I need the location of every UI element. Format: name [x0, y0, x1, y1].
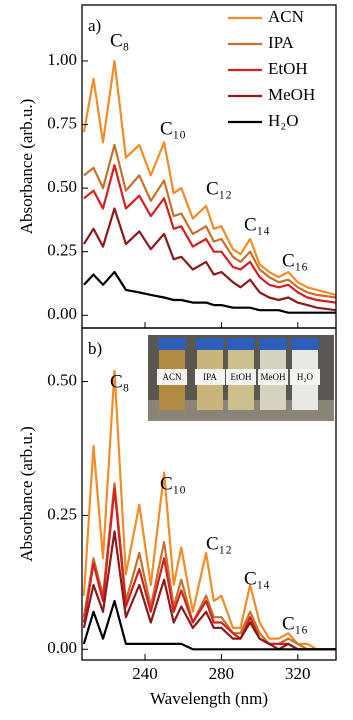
y-tick-label: 1.00 [47, 50, 77, 69]
legend-label: IPA [268, 33, 295, 52]
vial-label-bg [195, 369, 225, 385]
y-tick-label: 0.75 [47, 113, 77, 132]
y-tick-label: 0.50 [47, 177, 77, 196]
peak-annotation: C₁₀ [160, 473, 186, 494]
y-tick-label: 0.00 [47, 304, 77, 323]
vial-label: H₂O [297, 372, 314, 382]
x-axis-title: Wavelength (nm) [150, 689, 268, 708]
y-tick-label: 0.25 [47, 241, 77, 260]
series-line [82, 530, 336, 651]
peak-annotation: C₁₂ [206, 533, 232, 554]
legend-label: EtOH [268, 59, 308, 78]
y-tick-label: 0.25 [47, 504, 77, 523]
vial-label-bg [157, 369, 187, 385]
vial-label: MeOH [261, 372, 286, 382]
peak-annotation: C₁₆ [282, 613, 308, 634]
x-tick-label: 240 [132, 664, 158, 683]
peak-annotation: C₁₄ [244, 568, 270, 589]
peak-annotation: C₁₄ [244, 214, 270, 235]
y-tick-label: 0.50 [47, 370, 77, 389]
vial-label: IPA [203, 372, 217, 382]
peak-annotation: C₈ [110, 30, 129, 51]
series-line [83, 164, 336, 304]
y-axis-title: Absorbance (arb.u.) [17, 99, 36, 234]
legend-label: ACN [268, 7, 304, 26]
vial-label: EtOH [231, 372, 252, 382]
legend-label: MeOH [268, 85, 315, 104]
peak-annotation: C₁₂ [206, 178, 232, 199]
vial-label-bg [226, 369, 256, 385]
x-tick-label: 280 [209, 664, 235, 683]
legend-label: H₂O [268, 111, 298, 130]
series-line [82, 59, 336, 296]
photo-table [148, 400, 334, 421]
vial-label: ACN [162, 372, 182, 382]
peak-annotation: C₁₀ [160, 118, 186, 139]
series-line [82, 600, 336, 651]
y-tick-label: 0.00 [47, 638, 77, 657]
series-line [83, 270, 336, 314]
plot-frame [81, 327, 337, 661]
vial-label-bg [258, 369, 288, 385]
peak-annotation: C₁₆ [282, 250, 308, 271]
vial-label-bg [290, 369, 320, 385]
y-axis-title: Absorbance (arb.u.) [17, 426, 36, 561]
series-line [82, 207, 336, 312]
peak-annotation: C₈ [110, 371, 129, 392]
panel-label: b) [88, 339, 102, 358]
series-line [83, 143, 336, 299]
panel-label: a) [88, 16, 101, 35]
series-line [82, 369, 336, 651]
x-tick-label: 320 [285, 664, 311, 683]
